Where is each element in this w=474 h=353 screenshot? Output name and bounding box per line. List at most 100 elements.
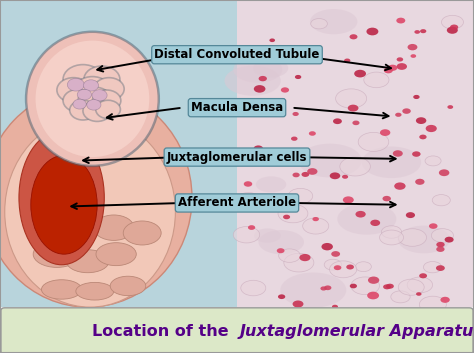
Ellipse shape [300, 254, 310, 261]
Circle shape [83, 80, 99, 91]
Ellipse shape [420, 29, 426, 33]
Ellipse shape [292, 300, 303, 307]
Ellipse shape [394, 183, 406, 190]
Ellipse shape [419, 296, 447, 313]
Ellipse shape [416, 117, 426, 124]
Ellipse shape [398, 229, 427, 246]
Ellipse shape [291, 137, 298, 141]
Ellipse shape [436, 242, 445, 247]
Ellipse shape [36, 41, 149, 157]
Ellipse shape [301, 172, 309, 177]
Ellipse shape [423, 262, 442, 273]
Ellipse shape [258, 230, 304, 254]
Ellipse shape [225, 66, 281, 96]
Ellipse shape [29, 215, 65, 240]
Ellipse shape [447, 27, 458, 34]
Ellipse shape [362, 146, 421, 178]
Ellipse shape [364, 72, 389, 88]
Ellipse shape [383, 284, 391, 289]
Ellipse shape [349, 34, 357, 40]
Ellipse shape [396, 18, 405, 23]
Circle shape [57, 78, 90, 102]
Ellipse shape [380, 230, 403, 245]
Ellipse shape [441, 15, 464, 29]
Ellipse shape [393, 150, 403, 157]
Ellipse shape [358, 132, 389, 151]
Circle shape [96, 100, 120, 119]
Ellipse shape [354, 70, 366, 77]
Ellipse shape [292, 173, 300, 177]
Ellipse shape [398, 226, 450, 253]
Ellipse shape [440, 297, 450, 303]
Ellipse shape [370, 220, 380, 226]
Circle shape [73, 99, 86, 109]
Ellipse shape [447, 105, 453, 109]
Ellipse shape [425, 156, 441, 166]
Circle shape [87, 100, 101, 110]
Ellipse shape [233, 227, 260, 243]
Circle shape [92, 90, 107, 101]
Text: Distal Convoluted Tubule: Distal Convoluted Tubule [155, 48, 319, 61]
Ellipse shape [288, 189, 313, 204]
Ellipse shape [244, 181, 252, 187]
Ellipse shape [439, 169, 449, 176]
Ellipse shape [351, 277, 380, 295]
Ellipse shape [397, 57, 403, 61]
Ellipse shape [380, 129, 390, 136]
Circle shape [63, 65, 103, 94]
Ellipse shape [445, 237, 454, 243]
Ellipse shape [249, 50, 269, 62]
Ellipse shape [344, 59, 350, 62]
Ellipse shape [310, 9, 357, 34]
Text: Juxtaglomerular Apparatus: Juxtaglomerular Apparatus [239, 324, 474, 339]
Ellipse shape [432, 195, 450, 206]
Ellipse shape [253, 59, 288, 77]
Ellipse shape [366, 28, 378, 35]
Ellipse shape [248, 225, 255, 230]
Ellipse shape [233, 56, 283, 83]
Ellipse shape [277, 248, 284, 253]
Ellipse shape [419, 273, 427, 279]
Ellipse shape [436, 246, 445, 252]
Circle shape [92, 90, 121, 111]
Ellipse shape [254, 145, 263, 151]
Ellipse shape [279, 249, 301, 262]
Circle shape [83, 100, 111, 121]
Ellipse shape [324, 259, 342, 270]
Ellipse shape [292, 112, 299, 116]
Circle shape [63, 89, 93, 112]
Ellipse shape [343, 196, 354, 203]
Ellipse shape [307, 168, 318, 175]
FancyBboxPatch shape [237, 0, 474, 307]
Ellipse shape [295, 75, 301, 79]
Ellipse shape [350, 284, 357, 288]
Ellipse shape [332, 305, 338, 309]
Ellipse shape [342, 175, 348, 179]
Ellipse shape [391, 291, 410, 303]
Ellipse shape [233, 193, 264, 211]
Circle shape [74, 77, 110, 103]
Ellipse shape [123, 221, 161, 245]
Circle shape [67, 78, 84, 91]
Ellipse shape [311, 19, 328, 29]
Ellipse shape [388, 65, 397, 71]
Ellipse shape [19, 131, 104, 265]
Ellipse shape [330, 172, 340, 179]
Text: Macula Densa: Macula Densa [191, 101, 283, 114]
Ellipse shape [412, 151, 420, 157]
Ellipse shape [402, 108, 411, 114]
Ellipse shape [42, 280, 82, 299]
Ellipse shape [103, 115, 129, 133]
Ellipse shape [410, 54, 416, 58]
Ellipse shape [64, 115, 92, 136]
Ellipse shape [110, 276, 146, 295]
Ellipse shape [368, 276, 379, 284]
Ellipse shape [408, 44, 418, 50]
Ellipse shape [241, 280, 266, 296]
FancyBboxPatch shape [1, 308, 473, 353]
Ellipse shape [33, 241, 81, 268]
Ellipse shape [356, 262, 371, 271]
Ellipse shape [348, 104, 358, 112]
Ellipse shape [256, 176, 286, 192]
Ellipse shape [436, 265, 445, 271]
